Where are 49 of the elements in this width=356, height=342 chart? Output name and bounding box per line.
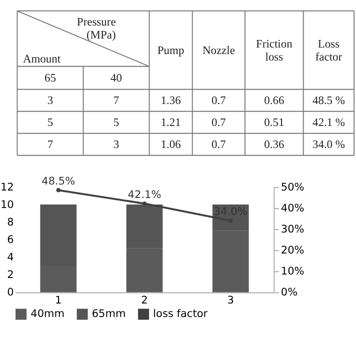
y2-tick-label: 10%	[280, 266, 304, 278]
text: Nozzle	[202, 44, 235, 57]
text: 3	[47, 95, 54, 108]
y2-tick-label: 0%	[280, 286, 298, 299]
x-tick-label: 3	[227, 294, 234, 306]
point	[56, 188, 61, 192]
text: Pressure (MPa)	[76, 16, 116, 42]
text: 0.7	[212, 139, 226, 152]
y2-tick-label: 30%	[280, 223, 304, 236]
text: Pump	[157, 44, 184, 57]
text: Loss factor	[315, 38, 342, 64]
text: 0.7	[212, 117, 226, 130]
text: 7	[113, 95, 120, 108]
text: 0.51	[264, 117, 284, 130]
y2-tick-label: 40%	[280, 202, 304, 214]
text: 3	[113, 139, 120, 152]
text: 65	[44, 72, 56, 85]
y2-tick-label: 50%	[280, 181, 304, 194]
point	[142, 201, 147, 206]
text: 1.06	[160, 139, 182, 152]
text: 0.66	[264, 95, 284, 108]
y-tick-label: 8	[7, 216, 14, 228]
legend-label: 40mm	[30, 308, 64, 320]
data-label: 42.1%	[128, 188, 162, 201]
y-tick-label: 2	[7, 269, 14, 282]
text: 5	[113, 117, 120, 130]
text: 48.5 %	[312, 95, 346, 108]
text: 5	[47, 117, 54, 130]
text: 0.7	[212, 95, 226, 108]
legend-label: loss factor	[153, 308, 208, 320]
text: 34.0 %	[312, 139, 346, 152]
text: Amount	[22, 54, 62, 66]
text: 7	[47, 139, 54, 152]
y-tick-label: 12	[0, 181, 14, 194]
y-tick-label: 10	[0, 198, 14, 211]
data-label: 48.5%	[42, 175, 76, 188]
y-tick-label: 6	[7, 234, 14, 246]
y-tick-label: 0	[7, 286, 14, 299]
x-tick-label: 2	[141, 294, 148, 306]
y-tick-label: 4	[7, 252, 14, 264]
text: 40	[110, 72, 122, 85]
text: 1.21	[160, 117, 182, 130]
text: Friction loss	[256, 38, 293, 64]
text: 1.36	[160, 95, 182, 108]
legend-label: 65mm	[92, 308, 126, 320]
text: 0.36	[264, 139, 284, 152]
y2-tick-label: 20%	[280, 244, 304, 256]
x-tick-label: 1	[55, 294, 62, 306]
text: 42.1 %	[312, 117, 346, 130]
